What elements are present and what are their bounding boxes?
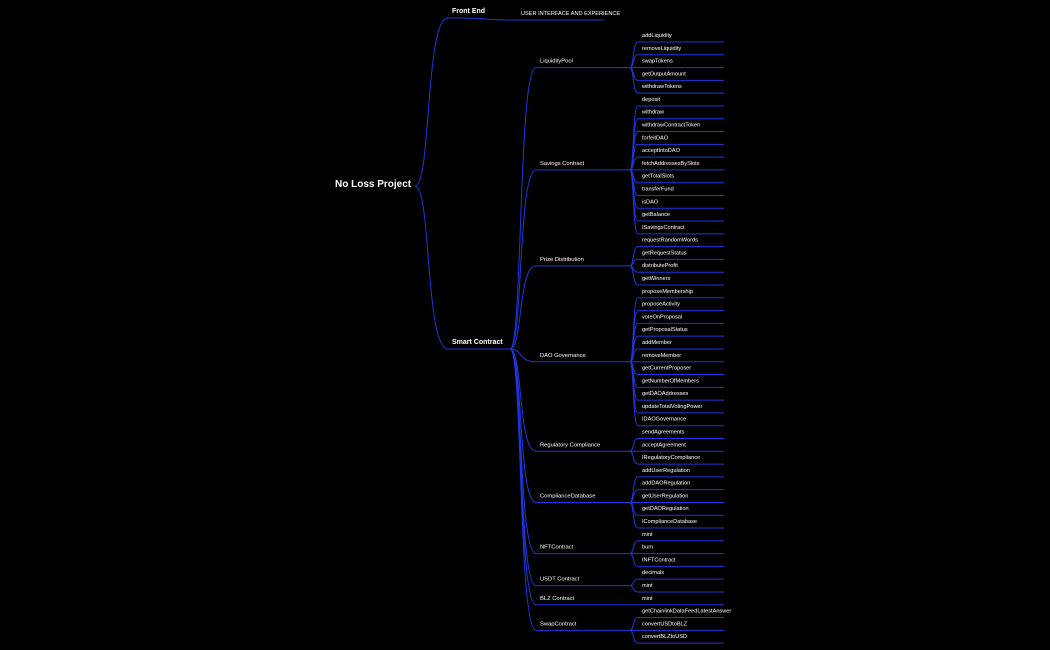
connector: [629, 437, 639, 452]
connector: [629, 67, 639, 94]
leaf-decimals[interactable]: decimals: [642, 570, 664, 576]
leaf-getwinners[interactable]: getWinners: [642, 276, 670, 282]
leaf-getcurrentproposer[interactable]: getCurrentProposer: [642, 366, 691, 372]
leaf-convertblztousd[interactable]: convertBLZtoUSD: [642, 634, 687, 640]
leaf-transferfund[interactable]: transferFund: [642, 186, 674, 192]
module-compliancedatabase[interactable]: ComplianceDatabase: [540, 493, 595, 499]
leaf-getnumberofmembers[interactable]: getNumberOfMembers: [642, 378, 699, 384]
leaf-addmember[interactable]: addMember: [642, 340, 672, 346]
leaf-requestrandomwords[interactable]: requestRandomWords: [642, 238, 698, 244]
root-node[interactable]: No Loss Project: [335, 179, 412, 190]
connector: [509, 348, 537, 631]
connector: [629, 361, 639, 427]
connector: [629, 265, 639, 286]
leaf-withdraw[interactable]: withdraw: [641, 110, 665, 116]
connector: [461, 17, 518, 21]
connector: [509, 67, 537, 350]
module-usdt-contract[interactable]: USDT Contract: [540, 577, 580, 583]
leaf-getbalance[interactable]: getBalance: [642, 212, 670, 218]
leaf-acceptintodao[interactable]: acceptIntoDAO: [642, 148, 681, 154]
leaf-getdaoaddresses[interactable]: getDAOAddresses: [642, 391, 689, 397]
leaf-getrequeststatus[interactable]: getRequestStatus: [642, 250, 687, 256]
connector: [509, 348, 537, 452]
leaf-distributeprofit[interactable]: distributeProfit: [642, 263, 678, 269]
leaf-deposit[interactable]: deposit: [642, 97, 660, 103]
leaf-mint[interactable]: mint: [642, 596, 653, 602]
module-liquiditypool[interactable]: LiquidityPool: [540, 59, 573, 65]
leaf-convertusdtoblz[interactable]: convertUSDtoBLZ: [642, 621, 688, 627]
leaf-adddaoregulation[interactable]: addDAORegulation: [642, 481, 690, 487]
connector: [629, 585, 639, 593]
leaf-addliquidity[interactable]: addLiquidity: [642, 33, 672, 39]
module-dao-governance[interactable]: DAO Governance: [540, 353, 586, 359]
connector: [629, 450, 639, 465]
connector: [629, 553, 639, 567]
leaf-proposeactivity[interactable]: proposeActivity: [642, 302, 680, 308]
leaf-iregulatorycompliance[interactable]: IRegulatoryCompliance: [642, 455, 700, 461]
leaf-getuserregulation[interactable]: getUserRegulation: [642, 493, 688, 499]
leaf-updatetotalvotingpower[interactable]: updateTotalVotingPower: [642, 404, 702, 410]
leaf-icompliancedatabase[interactable]: IComplianceDatabase: [642, 519, 697, 525]
leaf-withdrawcontracttoken[interactable]: withdrawContractToken: [641, 123, 700, 129]
leaf-swaptokens[interactable]: swapTokens: [642, 59, 673, 65]
branch-smart-contract[interactable]: Smart Contract: [452, 339, 503, 346]
module-swapcontract[interactable]: SwapContract: [540, 621, 577, 627]
branch-front-end[interactable]: Front End: [452, 8, 485, 15]
module-prize-distribution[interactable]: Prize Distribution: [540, 257, 584, 263]
connector: [414, 185, 449, 350]
connector: [509, 169, 537, 350]
leaf-gettotalslots[interactable]: getTotalSlots: [642, 174, 674, 180]
leaf-isavingscontract[interactable]: ISavingsContract: [642, 225, 685, 231]
leaf-removeliquidity[interactable]: removeLiquidity: [642, 46, 681, 52]
connector: [629, 169, 639, 235]
module-nftcontract[interactable]: NFTContract: [540, 545, 574, 551]
connector: [509, 265, 537, 350]
connector: [629, 540, 639, 555]
leaf-removemember[interactable]: removeMember: [642, 353, 681, 359]
leaf-getproposalstatus[interactable]: getProposalStatus: [642, 327, 688, 333]
leaf-sendagreements[interactable]: sendAgreements: [642, 429, 684, 435]
connector: [414, 17, 449, 187]
connector: [509, 348, 537, 363]
leaf-acceptagreement[interactable]: acceptAgreement: [642, 442, 686, 448]
leaf-burn[interactable]: burn: [642, 545, 653, 551]
leaf-forfeitdao[interactable]: forfeitDAO: [642, 135, 669, 141]
leaf-fetchaddressesbyslots[interactable]: fetchAddressesBySlots: [642, 161, 700, 167]
leaf-isdao[interactable]: isDAO: [642, 199, 659, 205]
connector: [629, 578, 639, 587]
leaf-getchainlinkdatafeedlatestanswer[interactable]: getChainlinkDataFeedLatestAnswer: [642, 609, 731, 615]
connector: [629, 617, 639, 631]
leaf-user-interface[interactable]: USER INTERFACE AND EXPERIENCE: [521, 11, 620, 17]
leaf-proposemembership[interactable]: proposeMembership: [642, 289, 693, 295]
leaf-mint[interactable]: mint: [642, 532, 653, 538]
module-savings-contract[interactable]: Savings Contract: [540, 161, 585, 167]
connector: [629, 501, 639, 529]
leaf-inftcontract[interactable]: INFTContract: [642, 557, 676, 563]
leaf-getdaoregulation[interactable]: getDAORegulation: [642, 506, 689, 512]
module-regulatory-compliance[interactable]: Regulatory Compliance: [540, 442, 600, 448]
connector: [629, 629, 639, 644]
leaf-voteonproposal[interactable]: voteOnProposal: [642, 314, 682, 320]
connector: [629, 246, 639, 267]
leaf-withdrawtokens[interactable]: withdrawTokens: [641, 84, 682, 90]
leaf-adduserregulation[interactable]: addUserRegulation: [642, 468, 690, 474]
leaf-idaogovernance[interactable]: IDAOGovernance: [642, 417, 686, 423]
module-blz-contract[interactable]: BLZ Contract: [540, 596, 575, 602]
leaf-mint[interactable]: mint: [642, 583, 653, 589]
leaf-getoutputamount[interactable]: getOutputAmount: [642, 71, 686, 77]
